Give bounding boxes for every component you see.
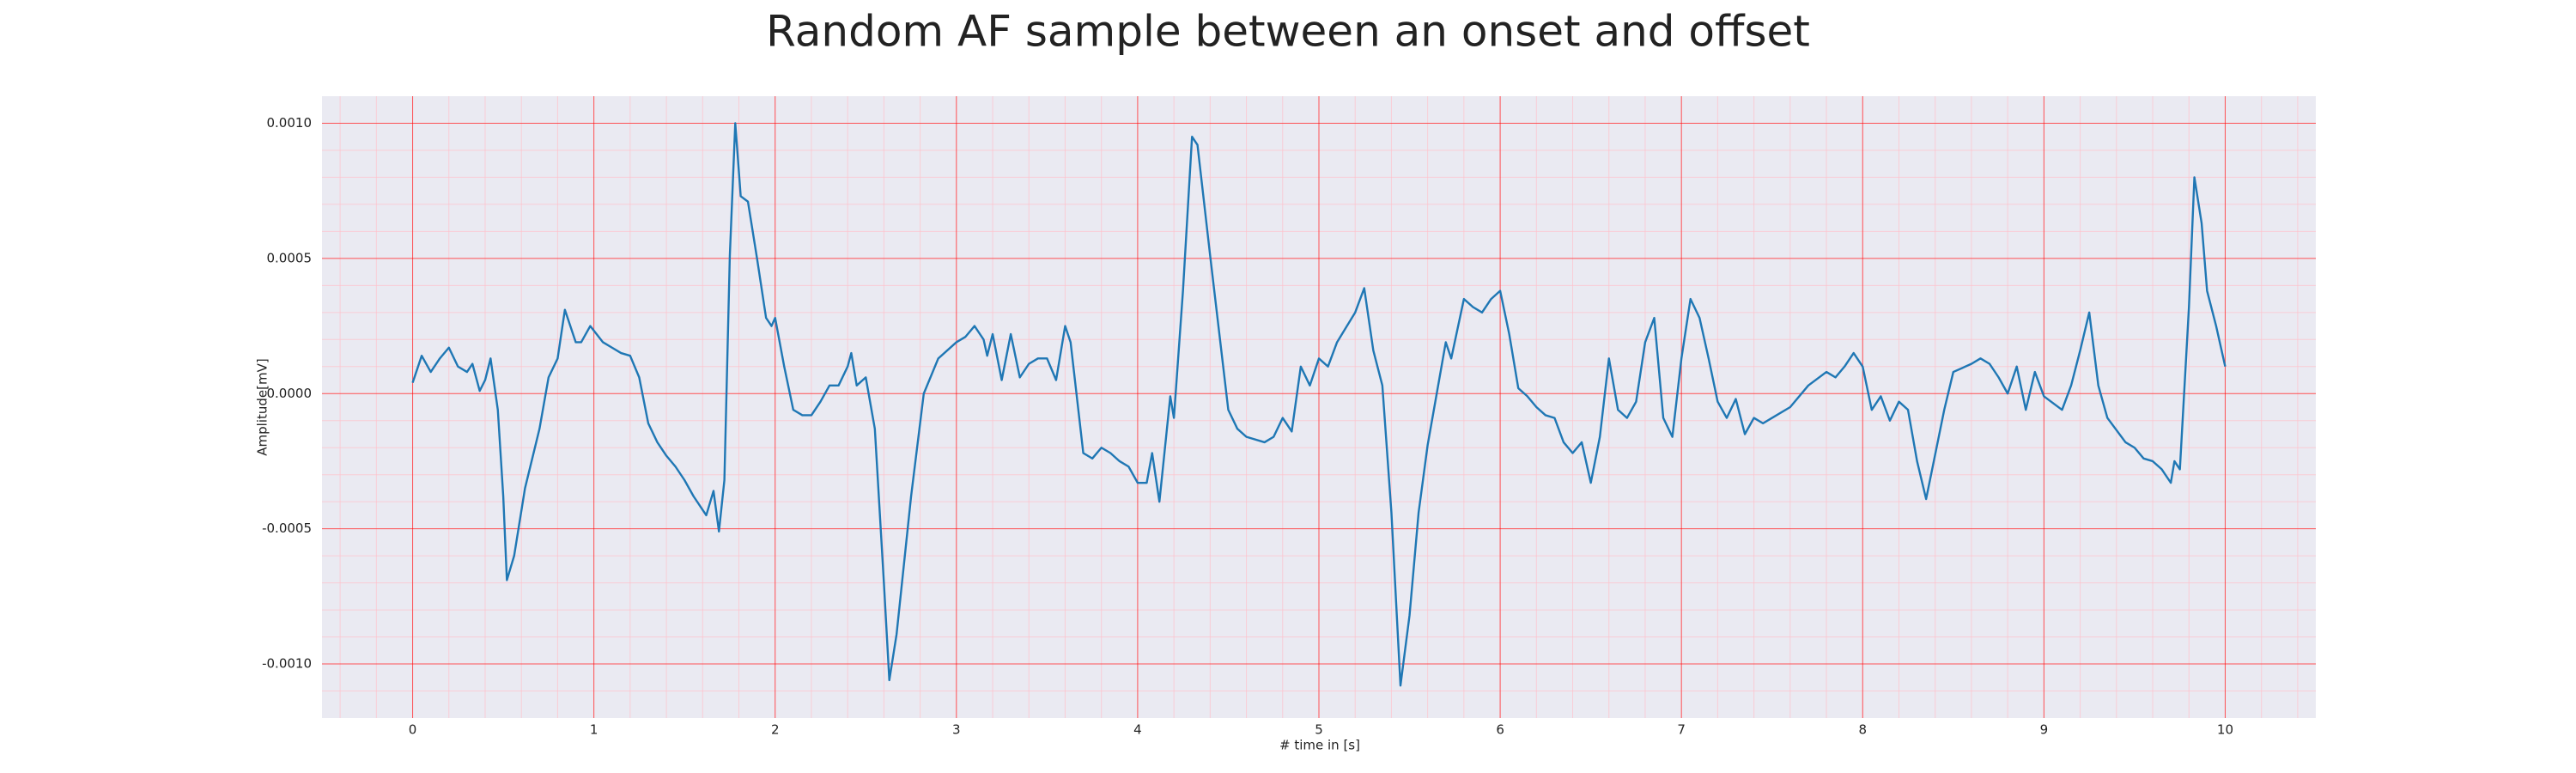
x-tick-label: 1 [590,722,598,738]
y-tick-label: 0.0010 [267,115,313,131]
x-tick-label: 10 [2217,722,2233,738]
x-tick-label: 3 [952,722,961,738]
x-tick-label: 5 [1315,722,1323,738]
y-tick-label: -0.0010 [262,656,312,672]
x-tick-label: 7 [1677,722,1686,738]
x-axis-label: # time in [s] [1279,738,1360,753]
chart-title: Random AF sample between an onset and of… [766,7,1810,57]
x-tick-label: 9 [2040,722,2049,738]
x-tick-label: 0 [409,722,417,738]
x-tick-label: 6 [1496,722,1504,738]
y-tick-label: -0.0005 [262,520,312,536]
y-tick-label: 0.0005 [267,250,313,265]
x-tick-label: 8 [1858,722,1867,738]
signal-line [411,122,2227,687]
y-tick-label: 0.0000 [267,386,313,401]
x-tick-label: 2 [771,722,780,738]
x-tick-label: 4 [1133,722,1142,738]
y-axis-label: Amplitude[mV] [255,358,270,455]
